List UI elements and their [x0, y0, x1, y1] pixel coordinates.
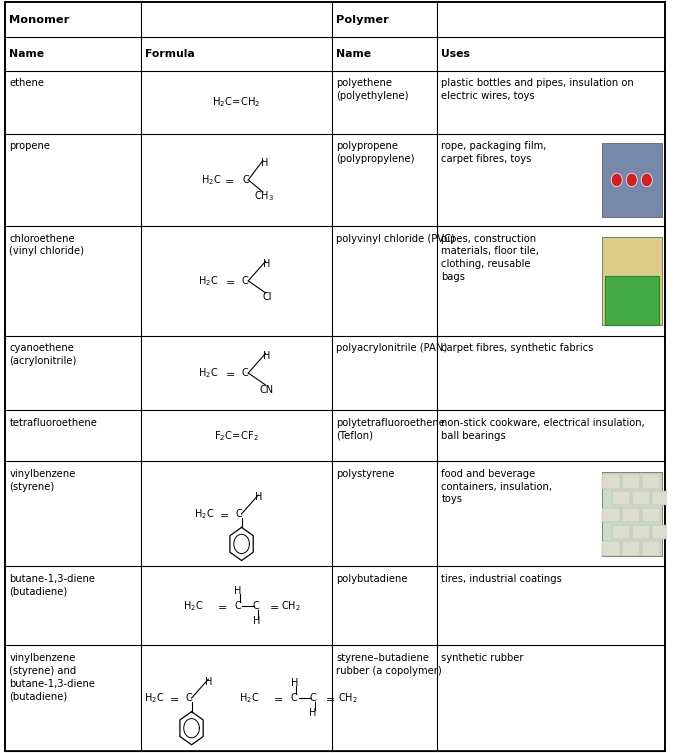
Text: polyacrylonitrile (PAN): polyacrylonitrile (PAN) [336, 343, 447, 353]
Text: CH$_2$: CH$_2$ [338, 691, 357, 705]
Text: Name: Name [336, 49, 371, 59]
Text: polybutadiene: polybutadiene [336, 574, 407, 584]
Text: C: C [241, 276, 248, 286]
Text: F$_2$C$\!=\!$CF$_2$: F$_2$C$\!=\!$CF$_2$ [214, 428, 259, 443]
Text: H$_2$C: H$_2$C [183, 599, 203, 613]
Text: $=$: $=$ [167, 693, 179, 703]
Bar [622, 541, 640, 556]
Text: C: C [242, 175, 249, 185]
Text: H: H [290, 678, 298, 688]
Ellipse shape [641, 173, 652, 187]
Text: H$_2$C: H$_2$C [194, 507, 215, 521]
Bar [632, 491, 651, 505]
Bar [622, 508, 640, 523]
Bar [622, 474, 640, 489]
Text: polytetrafluoroethene
(Teflon): polytetrafluoroethene (Teflon) [336, 418, 445, 441]
Text: ethene: ethene [10, 78, 44, 88]
Text: $=$: $=$ [224, 368, 236, 378]
Text: C: C [253, 601, 259, 611]
Text: $=$: $=$ [267, 601, 279, 611]
Ellipse shape [627, 173, 638, 187]
Text: H: H [253, 616, 260, 626]
Text: C: C [186, 693, 193, 703]
Text: H$_2$C$\!=\!$CH$_2$: H$_2$C$\!=\!$CH$_2$ [212, 96, 261, 109]
Bar [604, 276, 659, 325]
Text: H$_2$C: H$_2$C [144, 691, 164, 705]
Text: $=$: $=$ [224, 276, 236, 286]
Text: Formula: Formula [145, 49, 195, 59]
Text: H: H [264, 352, 270, 361]
Text: polyethene
(polyethylene): polyethene (polyethylene) [336, 78, 408, 101]
Text: synthetic rubber: synthetic rubber [442, 653, 524, 663]
Text: food and beverage
containers, insulation,
toys: food and beverage containers, insulation… [442, 468, 553, 505]
Bar [642, 508, 660, 523]
Text: butane-1,3-diene
(butadiene): butane-1,3-diene (butadiene) [10, 574, 95, 597]
Bar [612, 525, 631, 539]
Text: Cl: Cl [262, 292, 272, 303]
Text: carpet fibres, synthetic fabrics: carpet fibres, synthetic fabrics [442, 343, 594, 353]
Bar [602, 471, 662, 556]
Ellipse shape [611, 173, 622, 187]
Text: $=$: $=$ [217, 509, 229, 519]
Bar [602, 237, 662, 325]
Text: H$_2$C: H$_2$C [239, 691, 259, 705]
Text: plastic bottles and pipes, insulation on
electric wires, toys: plastic bottles and pipes, insulation on… [442, 78, 634, 101]
Text: H$_2$C: H$_2$C [198, 366, 219, 380]
Bar [652, 525, 671, 539]
Bar [612, 491, 631, 505]
Bar [602, 237, 662, 325]
Text: $=$: $=$ [222, 175, 235, 185]
Text: Monomer: Monomer [10, 15, 70, 25]
Text: C: C [234, 601, 241, 611]
Bar [602, 143, 662, 217]
Bar [652, 491, 671, 505]
Bar [602, 541, 620, 556]
Text: Polymer: Polymer [336, 15, 388, 25]
Text: CH$_3$: CH$_3$ [255, 190, 275, 203]
Text: H: H [205, 676, 213, 687]
Text: $=$: $=$ [271, 693, 284, 703]
Text: propene: propene [10, 142, 50, 151]
Text: H: H [234, 586, 242, 596]
Text: H: H [261, 158, 268, 169]
Text: H$_2$C: H$_2$C [201, 173, 221, 187]
Text: $=$: $=$ [215, 601, 227, 611]
Text: Uses: Uses [442, 49, 471, 59]
Text: polystyrene: polystyrene [336, 468, 395, 479]
Text: CN: CN [260, 385, 274, 395]
Text: H: H [309, 708, 317, 718]
Text: styrene–butadiene
rubber (a copolymer): styrene–butadiene rubber (a copolymer) [336, 653, 442, 675]
Text: C: C [310, 693, 316, 703]
Text: H$_2$C: H$_2$C [198, 274, 219, 288]
Text: C: C [235, 509, 242, 519]
Text: tires, industrial coatings: tires, industrial coatings [442, 574, 562, 584]
Text: cyanoethene
(acrylonitrile): cyanoethene (acrylonitrile) [10, 343, 77, 366]
Text: non-stick cookware, electrical insulation,
ball bearings: non-stick cookware, electrical insulatio… [442, 418, 645, 441]
Bar [602, 143, 662, 217]
Text: vinylbenzene
(styrene): vinylbenzene (styrene) [10, 468, 76, 492]
Text: rope, packaging film,
carpet fibres, toys: rope, packaging film, carpet fibres, toy… [442, 142, 547, 164]
Text: polypropene
(polypropylene): polypropene (polypropylene) [336, 142, 415, 164]
Text: H: H [255, 492, 263, 502]
Text: H: H [264, 259, 270, 270]
Text: vinylbenzene
(styrene) and
butane-1,3-diene
(butadiene): vinylbenzene (styrene) and butane-1,3-di… [10, 653, 95, 701]
Bar [602, 474, 620, 489]
Bar [602, 508, 620, 523]
Text: C: C [241, 368, 248, 378]
Text: polyvinyl chloride (PVC): polyvinyl chloride (PVC) [336, 233, 455, 243]
Text: pipes, construction
materials, floor tile,
clothing, reusable
bags: pipes, construction materials, floor til… [442, 233, 540, 282]
Text: Name: Name [10, 49, 44, 59]
Text: tetrafluoroethene: tetrafluoroethene [10, 418, 97, 428]
Bar [642, 541, 660, 556]
Text: CH$_2$: CH$_2$ [281, 599, 301, 613]
Text: $=$: $=$ [324, 693, 336, 703]
Text: chloroethene
(vinyl chloride): chloroethene (vinyl chloride) [10, 233, 84, 256]
Text: C: C [291, 693, 297, 703]
Bar [632, 525, 651, 539]
Bar [602, 471, 662, 556]
Bar [642, 474, 660, 489]
